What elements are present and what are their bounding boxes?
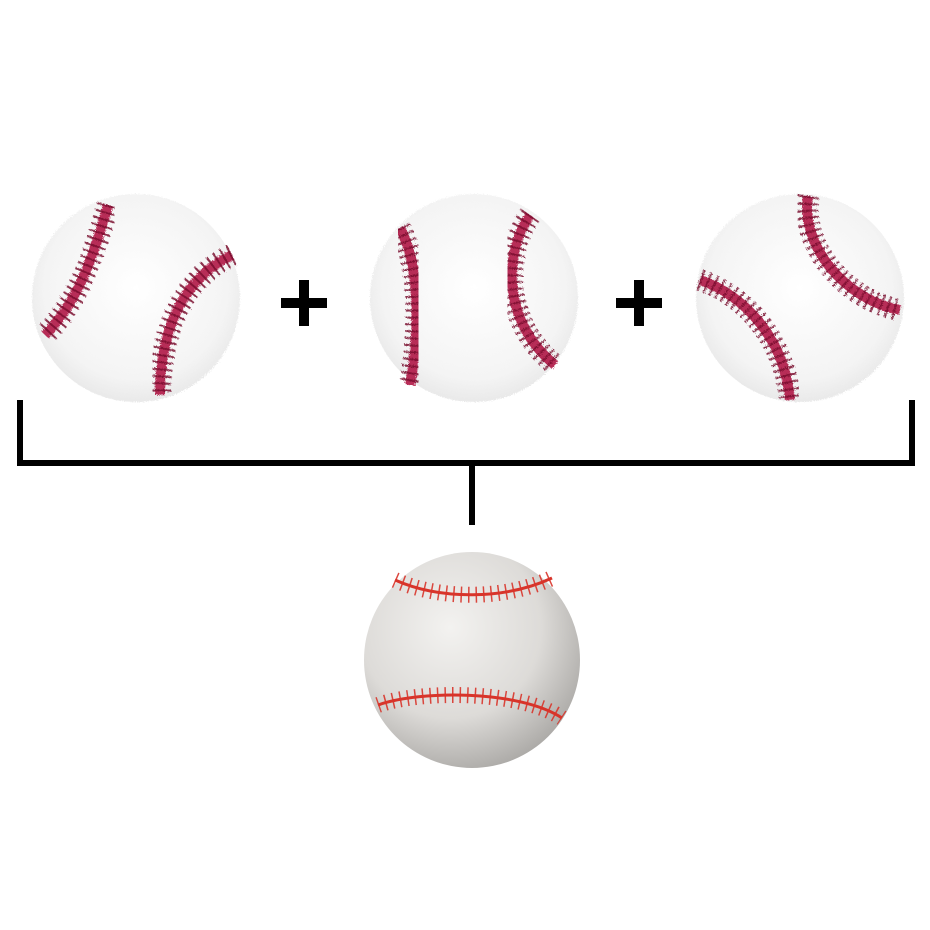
sketch-baseball-2: [370, 194, 578, 402]
photo-baseball: [364, 552, 580, 768]
seam-bottom: [696, 269, 801, 402]
seam-bottom: [375, 687, 567, 725]
sketch-baseball-1: [32, 194, 240, 402]
merge-bracket: [17, 400, 915, 525]
seam-left: [390, 222, 428, 387]
sketch-baseball-3: [696, 194, 904, 402]
seam-right: [501, 208, 563, 374]
seam-top: [796, 194, 903, 321]
plus-sign-2: [616, 280, 662, 326]
plus-sign-1: [281, 280, 327, 326]
seam-left: [37, 201, 119, 343]
bracket-outline: [17, 400, 915, 466]
seam-top: [391, 570, 556, 603]
seam-right: [149, 245, 238, 396]
